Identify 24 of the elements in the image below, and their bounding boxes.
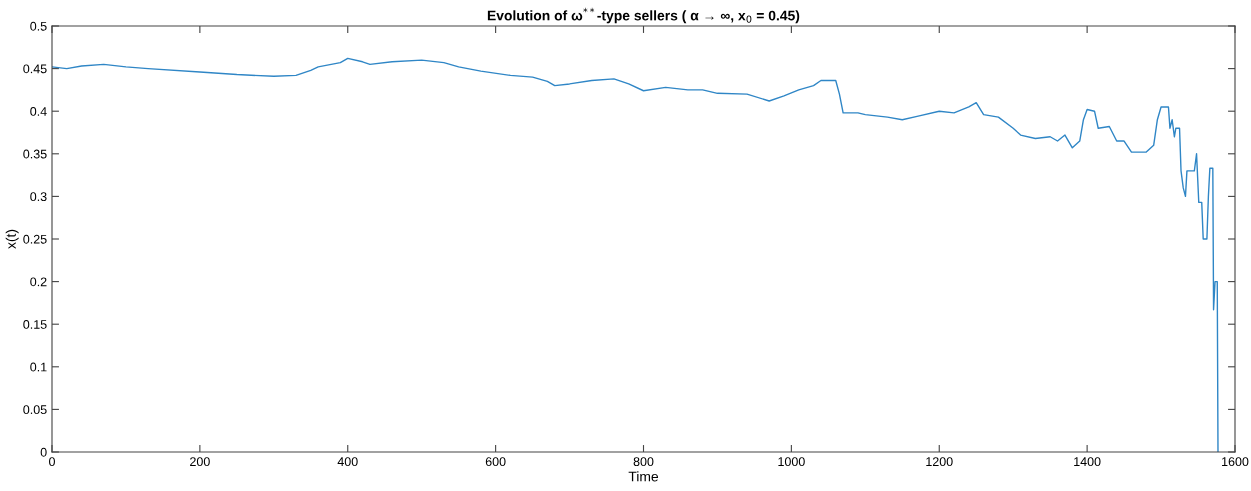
x-tick-label: 400 (337, 457, 358, 467)
y-tick-label: 0.3 (30, 192, 47, 202)
y-tick-label: 0.15 (23, 320, 47, 329)
y-axis-title: x(t) (5, 229, 19, 249)
x-axis-title: Time (628, 471, 659, 482)
x-tick-label: 1000 (778, 457, 805, 467)
x-tick-label: 200 (190, 457, 210, 467)
y-tick-label: 0.1 (30, 362, 47, 372)
y-tick-label: 0.4 (30, 107, 47, 116)
y-tick-label: 0.05 (23, 405, 47, 415)
y-tick-label: 0.5 (30, 21, 47, 31)
x-tick-label: 0 (49, 457, 55, 467)
y-tick-label: 0.25 (23, 234, 47, 244)
chart-title: Evolution of ω$^{**}$-type sellers ( α → ∞, x$_{0}$ = 0.45) (487, 7, 800, 24)
y-tick-label: 0.2 (30, 277, 47, 287)
x-tick-label: 1600 (1222, 457, 1249, 467)
y-tick-label: 0.35 (23, 149, 47, 159)
x-tick-label: 1200 (926, 457, 953, 467)
x-tick-label: 1400 (1074, 457, 1101, 467)
y-tick-label: 0 (40, 447, 47, 457)
x-tick-label: 800 (633, 457, 654, 467)
y-tick-label: 0.45 (23, 64, 47, 74)
x-tick-label: 600 (485, 457, 506, 467)
line-series (52, 57, 1219, 452)
